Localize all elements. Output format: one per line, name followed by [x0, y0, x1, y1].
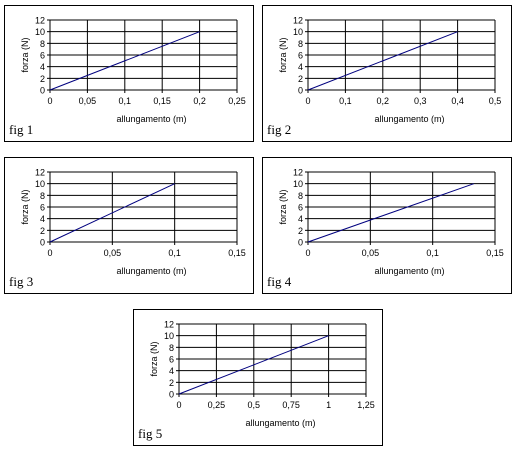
y-tick-label: 10	[293, 179, 303, 189]
y-axis-title: forza (N)	[278, 37, 288, 72]
y-tick-label: 10	[293, 27, 303, 37]
y-tick-label: 0	[40, 86, 45, 96]
x-tick-label: 0,5	[248, 400, 261, 410]
y-tick-label: 12	[35, 168, 45, 178]
y-tick-label: 12	[164, 320, 174, 330]
x-tick-label: 0,1	[339, 96, 352, 106]
y-tick-label: 4	[298, 214, 303, 224]
x-tick-label: 1,25	[357, 400, 375, 410]
x-tick-label: 0,25	[228, 96, 246, 106]
y-tick-label: 12	[293, 16, 303, 26]
x-tick-label: 0,25	[208, 400, 226, 410]
x-tick-label: 0	[305, 248, 310, 258]
chart-panel-fig-2: 0 2 4 6 8 10 12 0 0,1 0,2 0,3 0,4 0,5 allungamento (m…	[262, 5, 512, 142]
y-tick-label: 6	[40, 203, 45, 213]
y-tick-label: 2	[169, 378, 174, 388]
x-axis-title: allungamento (m)	[374, 114, 444, 124]
series-line	[49, 31, 200, 91]
x-tick-label: 0	[47, 248, 52, 258]
chart-panel-fig-4: 0 2 4 6 8 10 12 0 0,05 0,1 0,15 allungamento (m) for…	[262, 157, 512, 294]
x-tick-label: 1	[326, 400, 331, 410]
y-tick-label: 10	[164, 331, 174, 341]
y-tick-label: 0	[298, 238, 303, 248]
y-tick-label: 8	[298, 191, 303, 201]
x-tick-label: 0	[305, 96, 310, 106]
y-tick-label: 6	[298, 51, 303, 61]
y-tick-label: 12	[293, 168, 303, 178]
y-tick-label: 6	[298, 203, 303, 213]
y-tick-label: 0	[40, 238, 45, 248]
x-tick-label: 0,1	[119, 96, 132, 106]
series-line	[49, 183, 175, 243]
y-tick-label: 4	[40, 214, 45, 224]
x-axis-title: allungamento (m)	[245, 418, 315, 428]
x-tick-label: 0,1	[426, 248, 439, 258]
x-tick-label: 0,05	[79, 96, 97, 106]
x-tick-label: 0,1	[168, 248, 181, 258]
fig-label: fig 1	[9, 122, 34, 137]
y-tick-label: 2	[298, 226, 303, 236]
chart-panel-fig-5: 0 2 4 6 8 10 12 0 0,25 0,5 0,75 1 1,25 allungamento (…	[133, 309, 383, 446]
x-tick-label: 0	[176, 400, 181, 410]
y-tick-label: 4	[298, 62, 303, 72]
fig-label: fig 3	[9, 274, 34, 289]
fig-label: fig 2	[267, 122, 292, 137]
x-tick-label: 0,05	[362, 248, 380, 258]
y-tick-label: 2	[40, 74, 45, 84]
y-tick-label: 0	[298, 86, 303, 96]
x-axis-title: allungamento (m)	[116, 266, 186, 276]
x-axis-title: allungamento (m)	[116, 114, 186, 124]
x-axis-title: allungamento (m)	[374, 266, 444, 276]
y-axis-title: forza (N)	[20, 37, 30, 72]
y-tick-label: 10	[35, 179, 45, 189]
x-tick-label: 0,4	[451, 96, 464, 106]
series-line	[307, 31, 458, 91]
y-tick-label: 8	[40, 191, 45, 201]
y-tick-label: 8	[169, 343, 174, 353]
series-line	[307, 183, 474, 243]
chart-panel-fig-1: 0 2 4 6 8 10 12 0 0,05 0,1 0,15 0,2 0,25 allungamento…	[4, 5, 254, 142]
x-tick-label: 0,5	[489, 96, 502, 106]
x-tick-label: 0,15	[228, 248, 246, 258]
y-tick-label: 10	[35, 27, 45, 37]
y-tick-label: 6	[169, 355, 174, 365]
series-line	[178, 335, 329, 395]
y-tick-label: 8	[298, 39, 303, 49]
y-axis-title: forza (N)	[278, 189, 288, 224]
x-tick-label: 0	[47, 96, 52, 106]
y-tick-label: 0	[169, 390, 174, 400]
y-tick-label: 8	[40, 39, 45, 49]
x-tick-label: 0,15	[486, 248, 504, 258]
x-tick-label: 0,75	[282, 400, 300, 410]
x-tick-label: 0,15	[153, 96, 171, 106]
x-tick-label: 0,05	[104, 248, 122, 258]
y-tick-label: 6	[40, 51, 45, 61]
x-tick-label: 0,3	[414, 96, 427, 106]
y-tick-label: 4	[169, 366, 174, 376]
y-tick-label: 2	[298, 74, 303, 84]
y-tick-label: 2	[40, 226, 45, 236]
x-tick-label: 0,2	[377, 96, 390, 106]
chart-panel-fig-3: 0 2 4 6 8 10 12 0 0,05 0,1 0,15 allungamento (m) for…	[4, 157, 254, 294]
fig-label: fig 5	[138, 426, 163, 441]
fig-label: fig 4	[267, 274, 292, 289]
y-tick-label: 4	[40, 62, 45, 72]
y-tick-label: 12	[35, 16, 45, 26]
y-axis-title: forza (N)	[20, 189, 30, 224]
x-tick-label: 0,2	[193, 96, 206, 106]
y-axis-title: forza (N)	[149, 341, 159, 376]
